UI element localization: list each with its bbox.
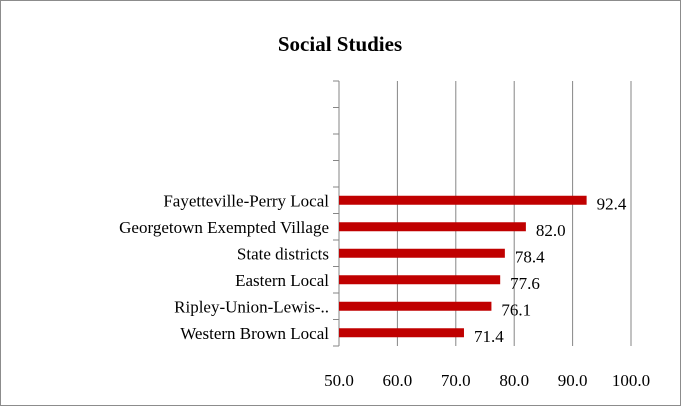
x-tick-label: 90.0 (558, 371, 588, 390)
bar (339, 301, 492, 311)
x-tick-label: 60.0 (383, 371, 413, 390)
chart-title: Social Studies (278, 32, 402, 56)
bar (339, 195, 587, 205)
data-label: 71.4 (474, 327, 504, 346)
category-label: Fayetteville-Perry Local (163, 191, 329, 210)
data-label: 92.4 (597, 194, 627, 213)
bar (339, 275, 501, 285)
category-label: Western Brown Local (180, 324, 329, 343)
bar (339, 222, 526, 232)
bar (339, 328, 464, 338)
category-label: Eastern Local (235, 271, 329, 290)
category-label: Georgetown Exempted Village (119, 218, 329, 237)
category-label: State districts (237, 244, 329, 263)
bars (339, 195, 587, 338)
data-label: 78.4 (515, 247, 545, 266)
x-tick-label: 100.0 (612, 371, 650, 390)
x-tick-labels: 50.0 60.0 70.0 80.0 90.0 100.0 (324, 371, 650, 390)
x-tick-label: 80.0 (499, 371, 529, 390)
data-label: 76.1 (501, 300, 531, 319)
data-label: 82.0 (536, 221, 566, 240)
x-tick-label: 50.0 (324, 371, 354, 390)
category-labels: Fayetteville-Perry Local Georgetown Exemp… (119, 191, 329, 343)
bar (339, 248, 505, 258)
x-tick-label: 70.0 (441, 371, 471, 390)
category-label: Ripley-Union-Lewis-.. (174, 297, 329, 316)
data-label: 77.6 (510, 274, 540, 293)
axes (333, 80, 340, 347)
data-labels: 92.4 82.0 78.4 77.6 76.1 71.4 (474, 194, 627, 346)
